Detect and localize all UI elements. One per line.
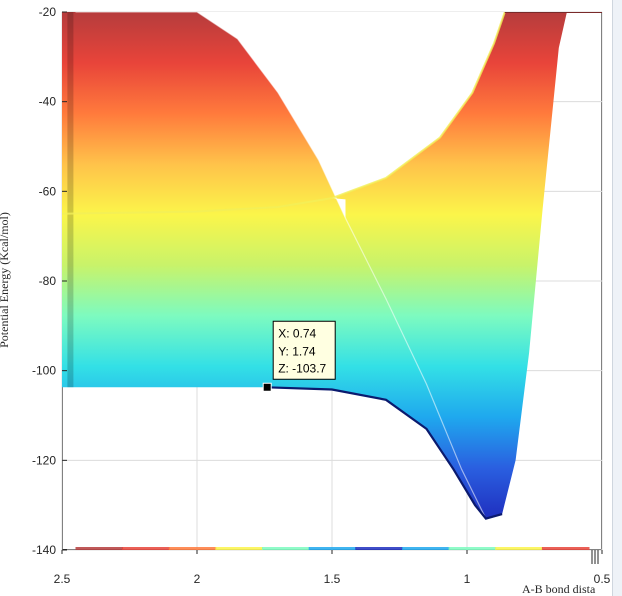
surface-rear-curve [62, 12, 506, 215]
floor-segment [308, 547, 357, 550]
floor-segment [541, 547, 590, 550]
floor-segment [215, 547, 263, 550]
data-tip-marker[interactable] [262, 382, 272, 392]
x-tick-label: 1 [464, 572, 471, 586]
floor-segment [495, 547, 543, 550]
z-tick-label: -40 [39, 95, 57, 109]
data-tip-y: Y: 1.74 [278, 344, 316, 358]
axes: -20 -40 -60 -80 -100 -120 -140 2.5 2 1.5 1 0.5 [32, 5, 611, 586]
window-edge [612, 0, 622, 596]
surface-back-white [197, 12, 505, 219]
floor-segment [262, 547, 310, 550]
surface-floor-shadow [75, 547, 590, 550]
floor-segment [402, 547, 450, 550]
z-tick-label: -60 [39, 184, 57, 198]
surface-sheet [62, 12, 602, 519]
data-tip-z: Z: -103.7 [278, 361, 326, 375]
z-tick-label: -80 [39, 274, 57, 288]
data-tip[interactable]: X: 0.74 Y: 1.74 Z: -103.7 [262, 320, 336, 392]
x-tick-label: 2 [194, 572, 201, 586]
floor-segment [448, 547, 497, 550]
z-tick-label: -100 [32, 364, 56, 378]
x-axis-label: A-B bond dista [522, 582, 596, 596]
floor-segment [355, 547, 403, 550]
z-tick-label: -20 [39, 5, 57, 19]
surface-mesh [62, 12, 602, 520]
reaction-path-line [267, 386, 503, 520]
floor-segment [75, 547, 124, 550]
z-tick-label: -140 [32, 543, 56, 557]
floor-segment [122, 547, 170, 550]
data-tip-box [272, 320, 336, 380]
data-tip-x: X: 0.74 [278, 326, 316, 340]
floor-segment [168, 547, 217, 550]
y-axis-label: Potential Energy (Kcal/mol) [0, 212, 11, 348]
z-tick-label: -120 [32, 453, 56, 467]
x-tick-label: 1.5 [324, 572, 341, 586]
surface-left-wall [67, 12, 74, 388]
x-tick-label: 0.5 [594, 572, 611, 586]
x-tick-label: 2.5 [54, 572, 71, 586]
